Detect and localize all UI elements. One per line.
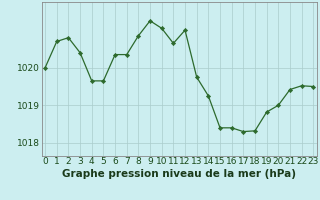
X-axis label: Graphe pression niveau de la mer (hPa): Graphe pression niveau de la mer (hPa) xyxy=(62,169,296,179)
